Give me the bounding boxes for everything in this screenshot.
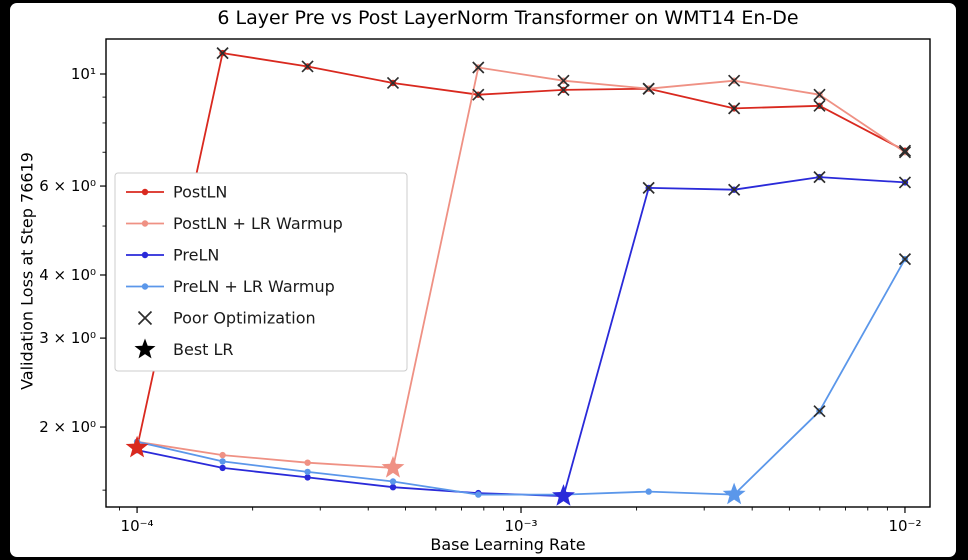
data-point bbox=[475, 491, 482, 498]
series-line bbox=[136, 66, 906, 469]
poor-optimization-x-marker bbox=[557, 83, 570, 97]
legend-label: Best LR bbox=[173, 340, 234, 359]
poor-optimization-x-marker bbox=[813, 99, 826, 112]
legend-label: Poor Optimization bbox=[173, 309, 316, 328]
series-line bbox=[136, 52, 906, 448]
poor-optimization-x-marker bbox=[898, 253, 912, 266]
x-tick-label: 10⁻² bbox=[888, 517, 921, 535]
poor-optimization-x-marker bbox=[728, 102, 741, 115]
poor-optimization-x-marker bbox=[642, 82, 655, 95]
legend-x-icon bbox=[137, 310, 153, 326]
poor-optimization-x-marker bbox=[642, 181, 655, 194]
legend-label: PostLN bbox=[173, 183, 227, 202]
poor-optimization-x-marker bbox=[898, 144, 912, 157]
legend-marker-dot bbox=[141, 251, 149, 259]
legend-label: PreLN bbox=[173, 246, 219, 265]
best-lr-star bbox=[125, 435, 149, 458]
poor-optimization-x-marker bbox=[728, 74, 741, 87]
poor-optimization-x-marker bbox=[898, 176, 912, 189]
poor-optimization-x-marker bbox=[898, 146, 912, 159]
best-lr-star bbox=[381, 455, 405, 478]
poor-optimization-x-marker bbox=[472, 61, 485, 74]
series-line bbox=[136, 258, 906, 496]
poor-optimization-x-marker bbox=[813, 88, 826, 101]
best-lr-star bbox=[552, 484, 575, 506]
x-axis-label: Base Learning Rate bbox=[430, 535, 586, 554]
chart-title: 6 Layer Pre vs Post LayerNorm Transforme… bbox=[217, 7, 799, 29]
data-point bbox=[304, 459, 311, 466]
poor-optimization-x-marker bbox=[216, 46, 229, 60]
data-point bbox=[304, 474, 311, 481]
x-tick-label: 10⁻⁴ bbox=[121, 517, 154, 535]
data-point bbox=[389, 484, 397, 491]
poor-optimization-x-marker bbox=[728, 183, 741, 196]
y-tick-label: 2 × 10⁰ bbox=[39, 418, 96, 436]
legend-marker-dot bbox=[141, 188, 149, 196]
data-point bbox=[645, 488, 652, 495]
legend-label: PostLN + LR Warmup bbox=[173, 214, 343, 233]
x-tick-label: 10⁻³ bbox=[505, 517, 538, 535]
poor-optimization-x-marker bbox=[301, 60, 314, 73]
legend-star-icon bbox=[134, 338, 156, 359]
legend-marker-dot bbox=[141, 220, 149, 227]
y-tick-label: 3 × 10⁰ bbox=[39, 329, 96, 347]
poor-optimization-x-marker bbox=[472, 88, 485, 101]
poor-optimization-x-marker bbox=[813, 170, 826, 184]
chart-canvas: 10⁻⁴ 10⁻³ 10⁻² 2 × 10⁰ 3 × 10⁰ 4 × 10⁰ 6 × 10⁰… bbox=[39, 38, 931, 535]
data-point bbox=[219, 458, 226, 465]
data-point bbox=[219, 464, 226, 472]
poor-optimization-x-marker bbox=[386, 76, 400, 90]
legend-marker-dot bbox=[141, 283, 149, 290]
y-tick-label: 10¹ bbox=[71, 65, 96, 83]
data-point bbox=[389, 478, 397, 485]
y-tick-label: 6 × 10⁰ bbox=[39, 177, 96, 195]
y-tick-label: 4 × 10⁰ bbox=[39, 266, 96, 284]
figure: 6 Layer Pre vs Post LayerNorm Transforme… bbox=[10, 3, 956, 557]
poor-optimization-x-marker bbox=[813, 405, 826, 418]
legend-box bbox=[114, 172, 408, 372]
data-point bbox=[304, 468, 311, 476]
best-lr-star bbox=[722, 482, 746, 505]
legend-label: PreLN + LR Warmup bbox=[173, 277, 335, 296]
poor-optimization-x-marker bbox=[557, 74, 570, 87]
data-point bbox=[219, 451, 226, 459]
